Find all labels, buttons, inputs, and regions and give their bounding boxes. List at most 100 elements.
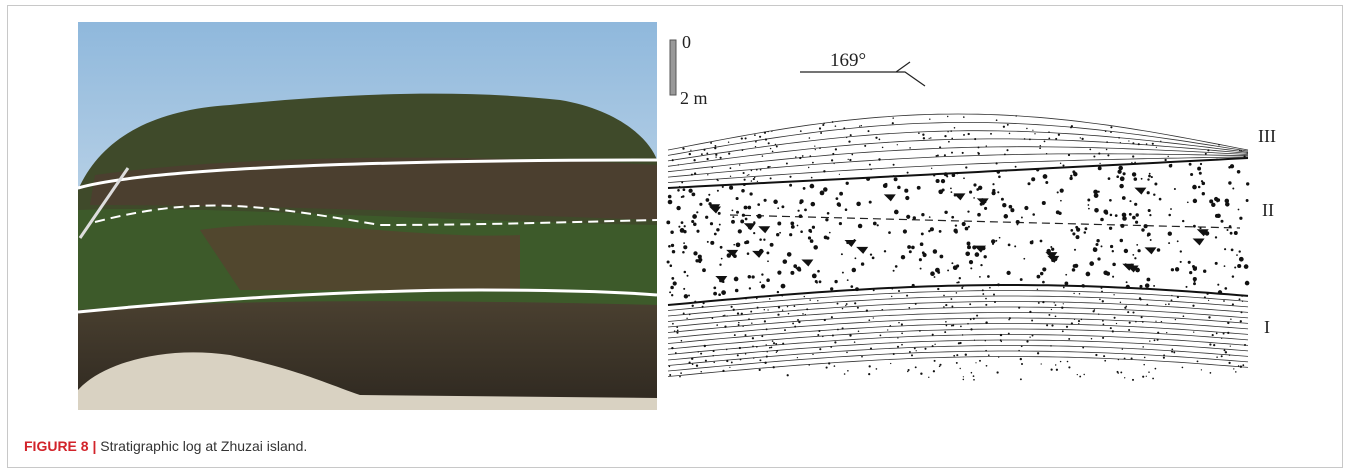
grain [1211, 203, 1215, 207]
grain [1124, 358, 1126, 360]
grain [1124, 307, 1126, 309]
grain [1073, 172, 1077, 176]
grain [1118, 166, 1123, 171]
grain [803, 187, 806, 190]
grain [917, 186, 921, 190]
grain [1095, 243, 1098, 246]
grain [1134, 257, 1136, 259]
grain [950, 188, 952, 190]
grain [819, 127, 821, 129]
grain [1030, 241, 1034, 245]
grain [1218, 290, 1222, 294]
grain [951, 191, 953, 193]
grain [707, 241, 709, 243]
grain [841, 253, 843, 255]
grain [882, 147, 884, 149]
grain [747, 206, 751, 210]
scale-bar [670, 40, 676, 95]
grain [1141, 316, 1143, 318]
grain [1247, 152, 1248, 153]
grain [1048, 314, 1050, 316]
grain [759, 359, 761, 361]
grain [1034, 133, 1035, 134]
grain [1126, 285, 1130, 289]
grain [976, 315, 978, 317]
grain [708, 194, 710, 196]
grain [805, 314, 806, 315]
grain [1246, 182, 1249, 185]
grain [1042, 281, 1045, 284]
grain [1168, 214, 1171, 217]
grain [876, 368, 878, 370]
grain [936, 179, 940, 183]
grain [919, 330, 921, 332]
grain [714, 145, 716, 147]
grain [1065, 282, 1069, 286]
grain [781, 295, 782, 296]
grain [898, 290, 900, 292]
grain [1077, 374, 1078, 375]
grain [959, 277, 961, 279]
grain [1088, 208, 1090, 210]
grain [767, 260, 769, 262]
grain [1018, 307, 1020, 309]
grain [1027, 182, 1030, 185]
grain [756, 169, 758, 171]
grain [732, 216, 734, 218]
grain [864, 145, 866, 147]
grain [913, 216, 916, 219]
grain [833, 163, 834, 164]
grain [854, 257, 856, 259]
grain [730, 167, 732, 169]
grain [1168, 303, 1170, 305]
grain [775, 144, 776, 145]
lamina [668, 157, 1248, 183]
grain [1245, 281, 1250, 286]
grain [796, 267, 798, 269]
grain [683, 188, 686, 191]
grain [975, 362, 976, 363]
grain [948, 141, 950, 143]
grain [846, 182, 849, 185]
clast [953, 193, 965, 200]
grain [1042, 201, 1046, 205]
grain [782, 343, 784, 345]
grain [1197, 360, 1199, 362]
grain [1216, 200, 1218, 202]
grain [1007, 124, 1009, 126]
grain [713, 287, 716, 290]
grain [839, 222, 842, 225]
grain [1244, 155, 1246, 157]
grain [1112, 250, 1114, 252]
grain [1078, 320, 1080, 322]
grain [1096, 191, 1098, 193]
grain [1216, 158, 1218, 160]
grain [813, 245, 818, 250]
grain [906, 295, 908, 297]
grain [745, 218, 748, 221]
grain [892, 117, 893, 118]
grain [960, 326, 962, 328]
grain [750, 311, 752, 313]
grain [956, 292, 958, 294]
grain [1197, 167, 1201, 171]
grain [870, 169, 872, 171]
grain [1180, 261, 1182, 263]
grain [842, 327, 844, 329]
grain [1037, 352, 1039, 354]
grain [1228, 166, 1231, 169]
grain [799, 214, 803, 218]
grain [1208, 300, 1209, 301]
grain [870, 253, 872, 255]
grain [1198, 186, 1201, 189]
grain [848, 140, 850, 142]
grain [744, 206, 748, 210]
grain [1101, 291, 1103, 293]
grain [1232, 303, 1234, 305]
grain [679, 186, 681, 188]
grain [1235, 371, 1237, 373]
grain [904, 189, 908, 193]
grain [1138, 143, 1140, 145]
grain [1117, 372, 1119, 374]
grain [868, 373, 870, 375]
